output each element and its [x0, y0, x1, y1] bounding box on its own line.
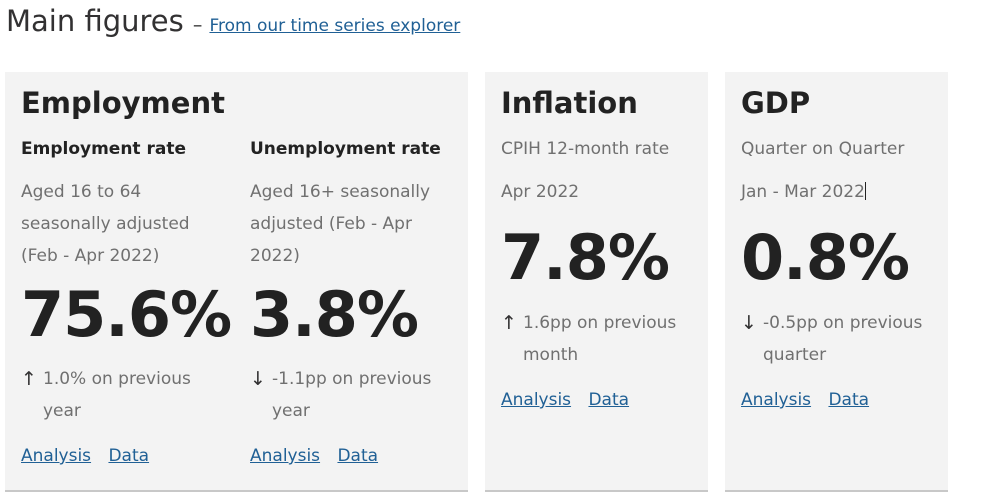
time-series-explorer-link[interactable]: From our time series explorer: [209, 16, 461, 36]
inflation-links: Analysis Data: [501, 390, 641, 410]
arrow-up-icon: ↑: [21, 368, 37, 390]
gdp-value: 0.8%: [741, 221, 910, 294]
employment-rate-change: ↑ 1.0% on previous year: [21, 363, 231, 427]
unemployment-rate-change: ↓ -1.1pp on previous year: [250, 363, 455, 427]
employment-rate-links: Analysis Data: [21, 446, 161, 466]
employment-rate-label: Employment rate: [21, 139, 186, 159]
employment-rate-analysis-link[interactable]: Analysis: [21, 446, 92, 466]
inflation-card: Inflation CPIH 12-month rate Apr 2022 7.…: [485, 72, 708, 492]
unemployment-rate-change-text: -1.1pp on previous year: [272, 369, 432, 421]
page-header: Main figures – From our time series expl…: [6, 4, 460, 38]
title-separator: –: [192, 14, 203, 36]
employment-card: Employment Employment rate Aged 16 to 64…: [5, 72, 468, 492]
employment-rate-data-link[interactable]: Data: [108, 446, 150, 466]
arrow-up-icon: ↑: [501, 312, 517, 334]
arrow-down-icon: ↓: [741, 312, 757, 334]
gdp-period: Jan - Mar 2022: [741, 182, 865, 202]
employment-rate-change-text: 1.0% on previous year: [43, 369, 191, 421]
inflation-change-text: 1.6pp on previous month: [523, 313, 677, 365]
arrow-down-icon: ↓: [250, 368, 266, 390]
inflation-analysis-link[interactable]: Analysis: [501, 390, 572, 410]
inflation-value: 7.8%: [501, 221, 670, 294]
gdp-period-wrap: Jan - Mar 2022: [741, 176, 936, 208]
unemployment-rate-data-link[interactable]: Data: [337, 446, 379, 466]
gdp-change-text: -0.5pp on previous quarter: [763, 313, 923, 365]
unemployment-rate-value: 3.8%: [250, 278, 419, 351]
employment-rate-value: 75.6%: [21, 278, 232, 351]
inflation-data-link[interactable]: Data: [588, 390, 630, 410]
page-title: Main figures: [6, 4, 184, 38]
gdp-card: GDP Quarter on Quarter Jan - Mar 2022 0.…: [725, 72, 948, 492]
gdp-analysis-link[interactable]: Analysis: [741, 390, 812, 410]
gdp-links: Analysis Data: [741, 390, 881, 410]
gdp-label: Quarter on Quarter: [741, 139, 905, 159]
unemployment-rate-analysis-link[interactable]: Analysis: [250, 446, 321, 466]
inflation-heading: Inflation: [501, 86, 638, 120]
gdp-data-link[interactable]: Data: [828, 390, 870, 410]
gdp-heading: GDP: [741, 86, 811, 120]
gdp-change: ↓ -0.5pp on previous quarter: [741, 307, 936, 371]
employment-rate-description: Aged 16 to 64 seasonally adjusted (Feb -…: [21, 182, 190, 266]
inflation-label: CPIH 12-month rate: [501, 139, 670, 159]
unemployment-rate-label: Unemployment rate: [250, 139, 441, 159]
text-cursor: [864, 182, 866, 200]
inflation-change: ↑ 1.6pp on previous month: [501, 307, 696, 371]
unemployment-rate-links: Analysis Data: [250, 446, 390, 466]
unemployment-rate-description: Aged 16+ seasonally adjusted (Feb - Apr …: [250, 182, 431, 266]
employment-heading: Employment: [21, 86, 225, 120]
inflation-period: Apr 2022: [501, 182, 580, 202]
